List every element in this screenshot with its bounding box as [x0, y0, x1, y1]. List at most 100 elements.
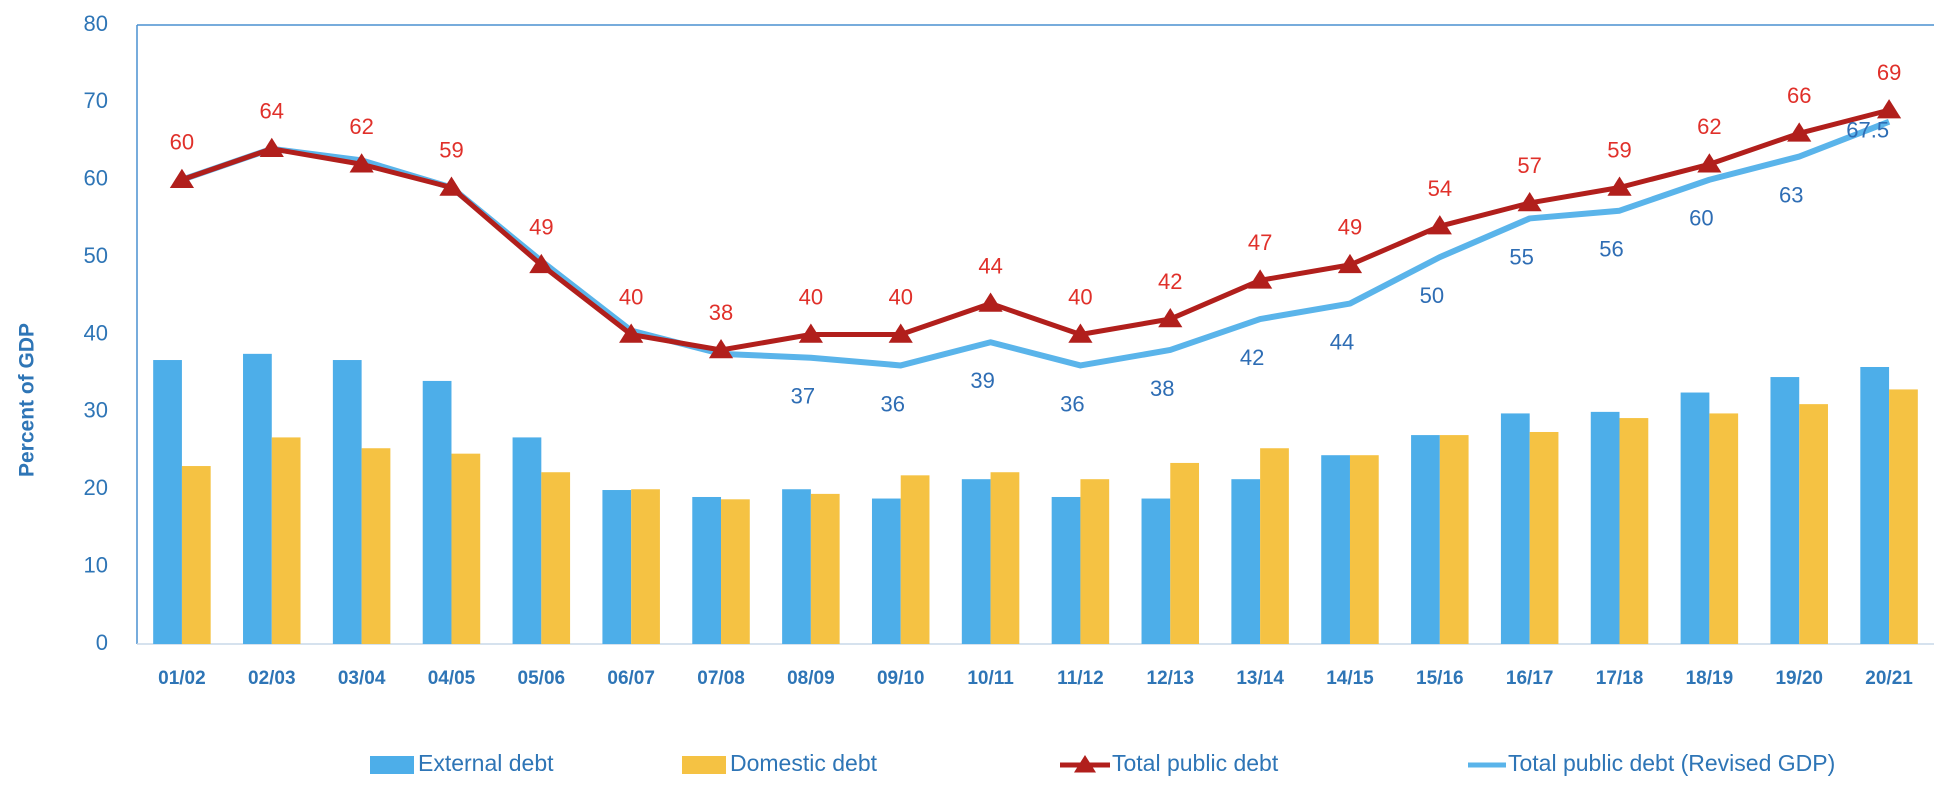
data-label: 50 — [1420, 283, 1444, 308]
data-label: 40 — [619, 284, 643, 309]
y-axis-label: Percent of GDP — [16, 323, 39, 477]
y-tick-label: 10 — [84, 552, 108, 577]
bar — [1231, 479, 1261, 644]
x-tick-label: 05/06 — [518, 668, 566, 689]
data-label: 44 — [978, 253, 1002, 278]
data-label: 36 — [880, 391, 904, 416]
y-tick-label: 40 — [84, 320, 108, 345]
x-tick-label: 03/04 — [338, 668, 386, 689]
data-label: 42 — [1158, 269, 1182, 294]
bar — [631, 489, 660, 644]
marker — [1158, 308, 1183, 328]
marker — [888, 323, 913, 343]
x-tick-label: 06/07 — [607, 668, 655, 689]
marker — [1337, 253, 1363, 274]
x-tick-label: 14/15 — [1326, 668, 1374, 689]
data-label: 49 — [529, 215, 553, 240]
marker — [1427, 215, 1452, 235]
data-label: 60 — [1689, 206, 1713, 231]
data-label: 67.5 — [1846, 118, 1889, 143]
bar — [961, 479, 991, 644]
bar — [1529, 431, 1559, 644]
legend-swatch — [682, 756, 726, 774]
marker — [169, 168, 195, 188]
y-tick-label: 30 — [84, 398, 108, 423]
data-label: 38 — [1150, 376, 1174, 401]
data-label: 40 — [888, 284, 912, 309]
data-label: 42 — [1240, 345, 1264, 370]
bar — [1680, 392, 1710, 644]
y-tick-label: 0 — [96, 630, 108, 655]
bar — [782, 489, 811, 644]
bar — [1590, 411, 1620, 644]
data-label: 62 — [349, 114, 373, 139]
bar — [1770, 377, 1800, 644]
bar — [1799, 404, 1828, 644]
x-tick-label: 02/03 — [248, 668, 296, 689]
marker — [1787, 122, 1812, 142]
bar — [1349, 455, 1379, 644]
bar — [1170, 462, 1200, 644]
y-tick-label: 60 — [84, 166, 108, 191]
x-tick-label: 19/20 — [1775, 668, 1823, 689]
bar — [1141, 498, 1171, 644]
data-label: 66 — [1787, 83, 1811, 108]
data-label: 37 — [791, 384, 815, 409]
data-label: 63 — [1779, 182, 1803, 207]
bar — [1321, 455, 1350, 644]
y-tick-label: 50 — [84, 243, 108, 268]
data-label: 49 — [1338, 215, 1362, 240]
bar — [1411, 435, 1440, 644]
x-tick-label: 07/08 — [697, 668, 745, 689]
bar — [602, 490, 632, 644]
marker — [1876, 99, 1902, 119]
data-label: 38 — [709, 300, 733, 325]
data-label: 69 — [1877, 60, 1901, 85]
bar — [721, 499, 750, 644]
bar — [451, 453, 481, 644]
bar — [541, 472, 571, 644]
bar — [810, 493, 840, 644]
bar — [1080, 479, 1110, 644]
legend-label: Domestic debt — [730, 750, 878, 776]
x-tick-label: 15/16 — [1416, 668, 1464, 689]
data-label: 59 — [439, 137, 463, 162]
marker — [349, 153, 374, 173]
marker — [259, 137, 284, 158]
marker — [1607, 176, 1632, 196]
bar — [871, 498, 901, 644]
bar — [1051, 496, 1081, 644]
data-label: 40 — [799, 284, 823, 309]
y-tick-label: 20 — [84, 475, 108, 500]
marker — [439, 176, 464, 196]
x-tick-label: 16/17 — [1506, 668, 1554, 689]
data-label: 36 — [1060, 391, 1084, 416]
bar — [1439, 435, 1469, 644]
y-tick-label: 80 — [84, 11, 108, 36]
data-label: 64 — [260, 99, 284, 124]
marker — [1068, 323, 1093, 343]
marker — [1697, 153, 1722, 173]
marker — [619, 323, 644, 343]
x-tick-label: 08/09 — [787, 668, 835, 689]
line — [180, 118, 1891, 369]
x-tick-label: 17/18 — [1596, 668, 1644, 689]
bar — [1619, 418, 1649, 644]
x-tick-label: 01/02 — [158, 668, 206, 689]
x-tick-label: 18/19 — [1686, 668, 1734, 689]
data-label: 40 — [1068, 284, 1092, 309]
x-tick-label: 13/14 — [1236, 668, 1284, 689]
legend-label: Total public debt (Revised GDP) — [1508, 750, 1835, 776]
bar — [1889, 389, 1918, 644]
data-label: 59 — [1607, 137, 1631, 162]
marker — [708, 338, 734, 359]
bar — [1500, 413, 1530, 644]
data-label: 56 — [1599, 237, 1623, 262]
legend-swatch — [370, 756, 414, 774]
data-label: 60 — [170, 130, 194, 155]
y-tick-label: 70 — [84, 88, 108, 113]
line — [181, 107, 1890, 353]
data-label: 57 — [1517, 153, 1541, 178]
bar — [990, 472, 1020, 644]
